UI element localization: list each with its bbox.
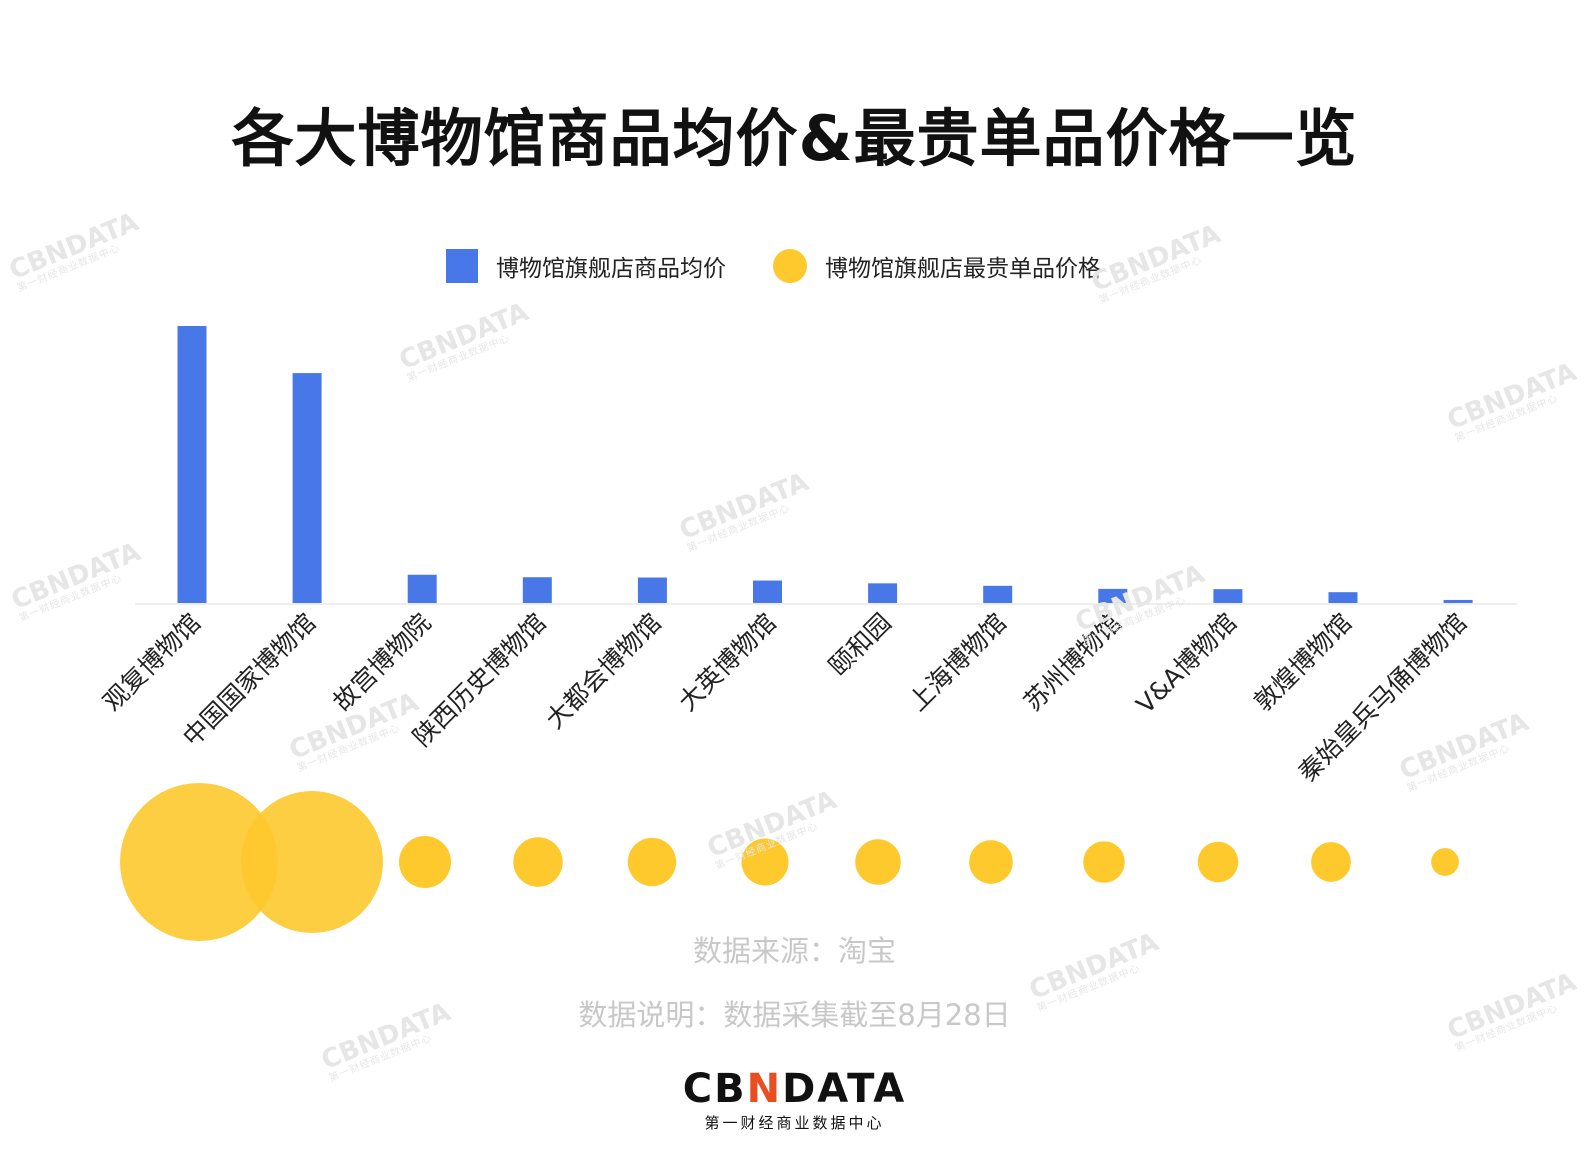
bar-8 <box>1098 588 1128 603</box>
category-label-10: 敦煌博物馆 <box>1248 608 1357 717</box>
bar-3 <box>522 577 552 603</box>
bar-10 <box>1328 592 1358 603</box>
bar-5 <box>753 580 782 603</box>
category-label-7: 上海博物馆 <box>903 608 1012 717</box>
bubble-5 <box>741 838 789 886</box>
category-label-5: 大英博物馆 <box>673 608 782 717</box>
brand-logo: CBNDATA <box>0 1068 1589 1110</box>
data-description-note: 数据说明：数据采集截至8月28日 <box>578 998 1011 1032</box>
legend-item-max-price: 博物馆旗舰店最贵单品价格 <box>773 244 1101 288</box>
bar-2 <box>407 574 437 603</box>
legend-label-max-price: 博物馆旗舰店最贵单品价格 <box>825 256 1101 282</box>
data-source-note: 数据来源：淘宝 <box>692 934 896 968</box>
bubble-10 <box>1311 842 1351 882</box>
bar-11 <box>1443 599 1473 603</box>
category-label-9: V&A博物馆 <box>1131 608 1243 720</box>
bubble-11 <box>1431 848 1459 876</box>
brand-subtitle: 第一财经商业数据中心 <box>704 1114 885 1132</box>
brand-logo-right: DATA <box>782 1066 907 1112</box>
bubble-7 <box>969 840 1013 884</box>
bubble-3 <box>513 837 563 887</box>
category-label-0: 观复博物馆 <box>97 608 206 717</box>
legend-label-avg-price: 博物馆旗舰店商品均价 <box>496 256 726 282</box>
bubble-4 <box>627 837 677 887</box>
legend: 博物馆旗舰店商品均价 博物馆旗舰店最贵单品价格 <box>0 244 1589 288</box>
bar-9 <box>1213 589 1243 603</box>
bubble-2 <box>399 836 451 888</box>
legend-dot-swatch <box>773 249 807 283</box>
bubble-1 <box>241 791 383 933</box>
bubble-6 <box>855 839 901 885</box>
page-title: 各大博物馆商品均价&最贵单品价格一览 <box>231 102 1358 175</box>
bubble-9 <box>1197 841 1239 883</box>
brand-logo-accent: N <box>746 1066 783 1112</box>
legend-bar-swatch <box>446 249 478 283</box>
bar-1 <box>292 373 322 603</box>
bar-series <box>177 326 1473 603</box>
category-label-6: 颐和园 <box>823 608 897 682</box>
category-label-8: 苏州博物馆 <box>1018 608 1127 717</box>
legend-item-avg-price: 博物馆旗舰店商品均价 <box>446 244 726 288</box>
brand-logo-left: CB <box>682 1066 747 1112</box>
bubble-series <box>120 783 1459 941</box>
category-label-2: 故宫博物院 <box>328 608 437 717</box>
bubble-0 <box>120 783 278 941</box>
bar-4 <box>637 577 667 603</box>
brand-logo-block: CBNDATA 第一财经商业数据中心 <box>0 1068 1589 1133</box>
bar-0 <box>177 326 207 603</box>
category-label-4: 大都会博物馆 <box>540 608 667 735</box>
bar-7 <box>983 585 1013 603</box>
bar-6 <box>868 583 898 603</box>
bubble-8 <box>1083 841 1125 883</box>
